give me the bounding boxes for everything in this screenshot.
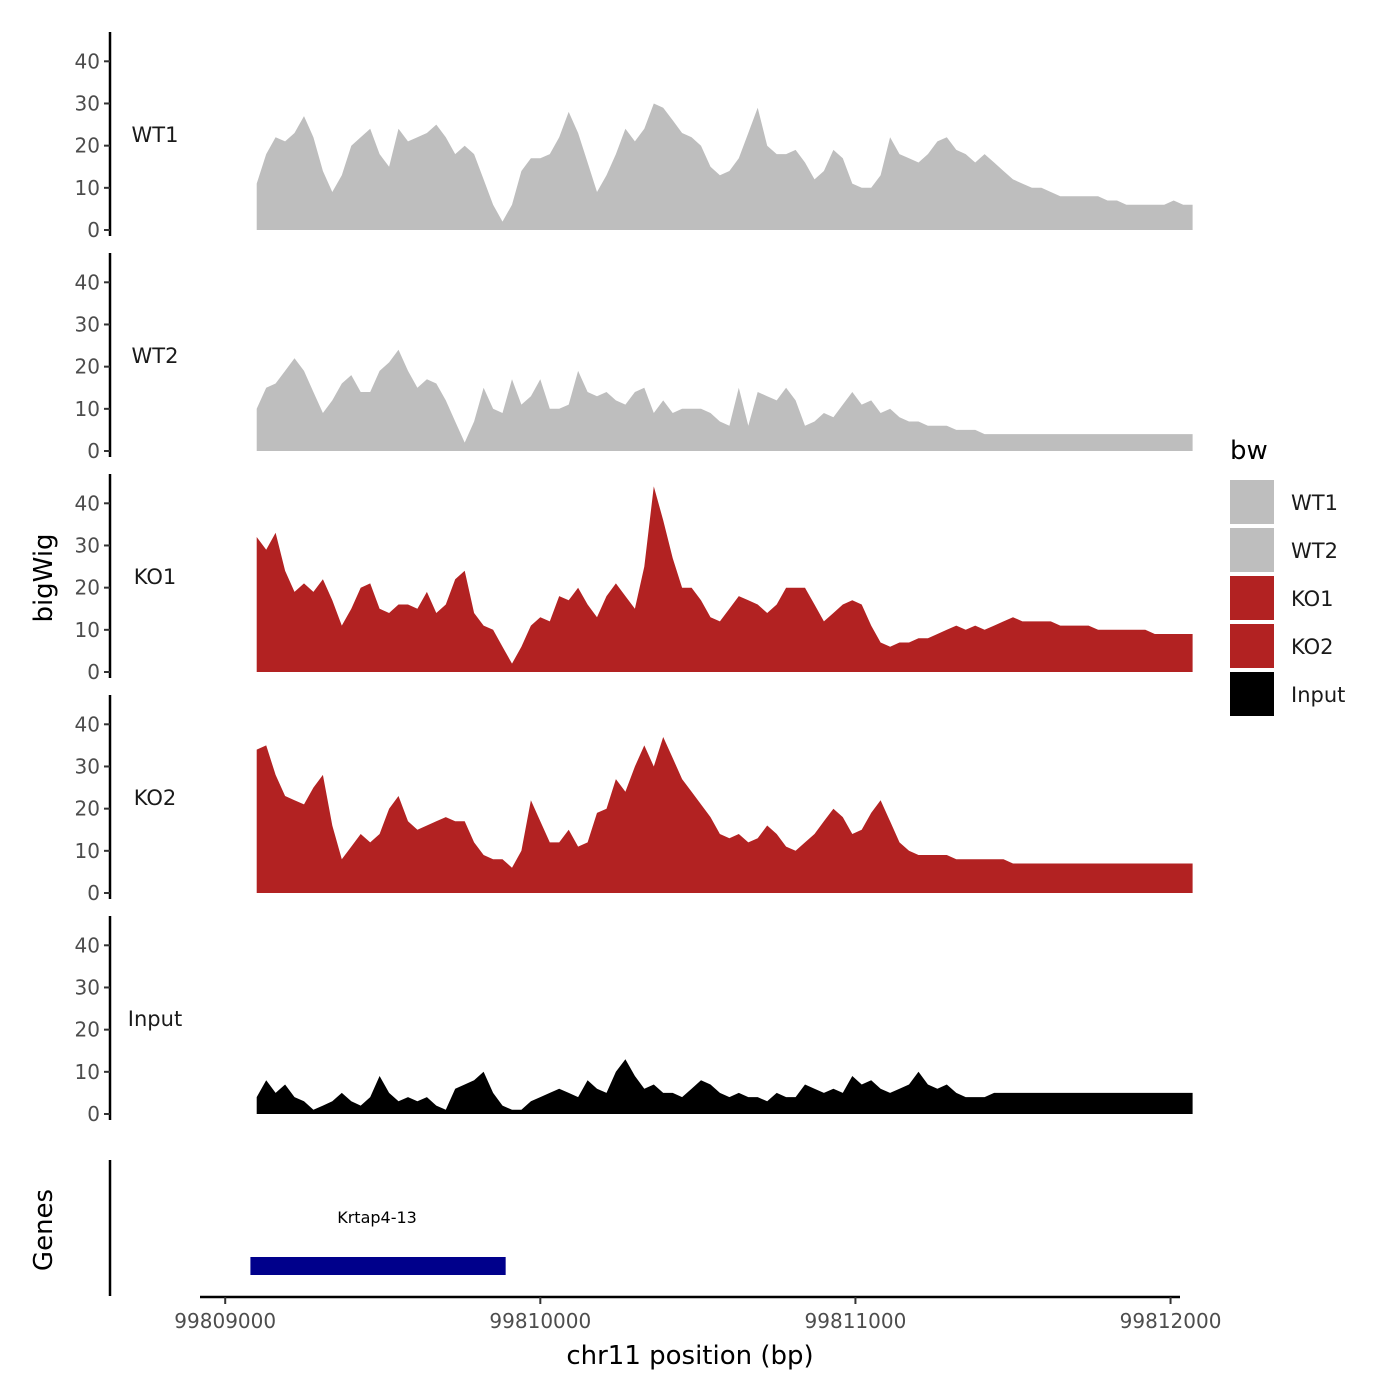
legend: bw WT1 WT2 KO1 KO2 Input — [1230, 436, 1345, 716]
y-tick-label: 10 — [75, 397, 100, 421]
track-ko1: 0 10 20 30 40 KO1 — [75, 474, 1193, 684]
legend-label: KO2 — [1291, 635, 1334, 659]
legend-item-wt2: WT2 — [1230, 528, 1338, 572]
track-label-wt2: WT2 — [132, 344, 179, 368]
y-tick-label: 0 — [87, 218, 100, 242]
track-label-ko2: KO2 — [134, 786, 177, 810]
gene-label-krtap4-13: Krtap4-13 — [337, 1208, 417, 1227]
legend-swatch — [1230, 672, 1274, 716]
track-label-ko1: KO1 — [134, 565, 177, 589]
y-tick-label: 30 — [75, 312, 100, 336]
y-tick-label: 20 — [75, 1018, 100, 1042]
y-tick-label: 30 — [75, 975, 100, 999]
area-ko2 — [256, 737, 1193, 893]
legend-item-wt1: WT1 — [1230, 480, 1338, 524]
gene-track: Krtap4-13 — [108, 1160, 506, 1296]
track-wt2: 0 10 20 30 40 WT2 — [75, 253, 1193, 463]
y-tick-label: 30 — [75, 533, 100, 557]
legend-item-input: Input — [1230, 672, 1345, 716]
legend-label: KO1 — [1291, 587, 1334, 611]
legend-label: WT2 — [1291, 539, 1338, 563]
y-tick-label: 0 — [87, 660, 100, 684]
y-tick-label: 10 — [75, 618, 100, 642]
y-tick-label: 40 — [75, 712, 100, 736]
legend-item-ko1: KO1 — [1230, 576, 1334, 620]
area-ko1 — [256, 486, 1193, 672]
legend-item-ko2: KO2 — [1230, 624, 1334, 668]
track-wt1: 0 10 20 30 40 WT1 — [75, 32, 1193, 242]
x-tick-label: 99809000 — [174, 1309, 276, 1333]
bigwig-tracks: 0 10 20 30 40 WT1 0 10 20 30 40 WT2 0 10 20 30 40 KO1 0 10 2… — [75, 32, 1193, 1126]
y-tick-label: 10 — [75, 839, 100, 863]
legend-swatch — [1230, 624, 1274, 668]
y-axis-title: bigWig — [29, 533, 59, 622]
y-tick-label: 40 — [75, 270, 100, 294]
x-axis: 99809000 99810000 99811000 99812000 — [174, 1295, 1222, 1333]
area-input — [256, 1059, 1193, 1114]
legend-swatch — [1230, 528, 1274, 572]
y-tick-label: 0 — [87, 1102, 100, 1126]
legend-title: bw — [1230, 436, 1268, 466]
x-axis-title: chr11 position (bp) — [566, 1341, 813, 1371]
x-tick-label: 99812000 — [1120, 1309, 1222, 1333]
track-ko2: 0 10 20 30 40 KO2 — [75, 695, 1193, 905]
y-tick-label: 20 — [75, 355, 100, 379]
x-tick-label: 99811000 — [805, 1309, 907, 1333]
y-tick-label: 0 — [87, 439, 100, 463]
y-tick-label: 20 — [75, 797, 100, 821]
genes-axis-title: Genes — [29, 1189, 59, 1271]
x-tick-label: 99810000 — [489, 1309, 591, 1333]
legend-swatch — [1230, 480, 1274, 524]
y-tick-label: 30 — [75, 91, 100, 115]
legend-swatch — [1230, 576, 1274, 620]
legend-label: WT1 — [1291, 491, 1338, 515]
y-tick-label: 30 — [75, 754, 100, 778]
legend-label: Input — [1291, 683, 1345, 707]
track-input: 0 10 20 30 40 Input — [75, 916, 1193, 1126]
area-wt1 — [256, 103, 1193, 230]
y-tick-label: 20 — [75, 576, 100, 600]
y-tick-label: 0 — [87, 881, 100, 905]
y-tick-label: 10 — [75, 176, 100, 200]
y-tick-label: 40 — [75, 491, 100, 515]
y-tick-label: 40 — [75, 933, 100, 957]
track-label-wt1: WT1 — [132, 123, 179, 147]
gene-krtap4-13 — [250, 1257, 506, 1275]
area-wt2 — [256, 349, 1193, 451]
y-tick-label: 40 — [75, 49, 100, 73]
y-tick-label: 20 — [75, 134, 100, 158]
track-label-input: Input — [128, 1007, 182, 1031]
y-tick-label: 10 — [75, 1060, 100, 1084]
